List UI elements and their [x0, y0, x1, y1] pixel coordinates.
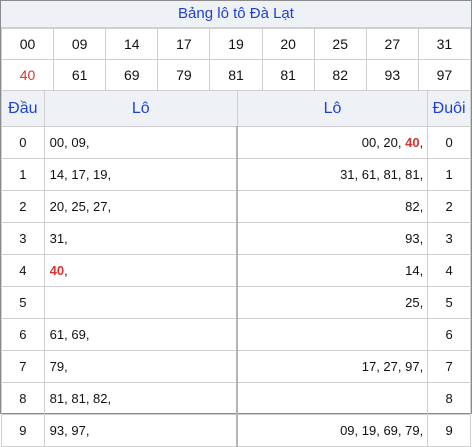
head-tail-table: Đầu Lô Lô Đuôi 0 00, 09, 00, 20, 40, 0 1 14, …	[1, 90, 471, 447]
lo-left-cell: 20, 25, 27,	[43, 190, 239, 223]
dau-cell: 5	[1, 286, 45, 319]
lo-left-cell: 00, 09,	[43, 126, 239, 159]
lo-left-text: 93, 97,	[49, 423, 90, 438]
table-row: 7 79, 17, 27, 97, 7	[1, 350, 471, 383]
lo-left-cell	[43, 286, 239, 319]
lo-left-text: 31,	[49, 231, 68, 246]
duoi-cell: 9	[427, 414, 471, 447]
number-cell: 27	[365, 28, 419, 60]
lo-left-suffix: ,	[64, 263, 68, 278]
numbers-row-1: 00 09 14 17 19 20 25 27 31	[0, 28, 472, 60]
table-row: 3 31, 93, 3	[1, 222, 471, 255]
table-row: 5 25, 5	[1, 286, 471, 319]
lo-left-cell: 81, 81, 82,	[43, 382, 239, 415]
dau-cell: 9	[1, 414, 45, 447]
number-cell: 09	[53, 28, 107, 60]
lo-left-cell: 61, 69,	[43, 318, 239, 351]
dau-cell: 6	[1, 318, 45, 351]
lo-right-hl: 40	[405, 135, 420, 150]
lo-right-cell: 31, 61, 81, 81,	[236, 158, 429, 191]
lo-right-pre: 93,	[405, 231, 424, 246]
header-lo-left: Lô	[43, 90, 238, 127]
lo-right-cell	[236, 382, 429, 415]
lo-left-text: 00, 09,	[49, 135, 90, 150]
lo-left-text: 79,	[49, 359, 68, 374]
lo-right-pre: 09, 19, 69, 79,	[340, 423, 424, 438]
page-title: Bảng lô tô Đà Lạt	[1, 1, 471, 28]
lo-right-cell: 93,	[236, 222, 429, 255]
dau-cell: 7	[1, 350, 45, 383]
lo-right-pre: 31, 61, 81, 81,	[340, 167, 424, 182]
number-cell-highlight: 40	[0, 59, 55, 91]
lo-left-cell: 40,	[43, 254, 239, 287]
number-cell: 31	[417, 28, 472, 60]
number-cell: 82	[313, 59, 367, 91]
lo-right-post: ,	[419, 135, 424, 150]
lo-left-cell: 14, 17, 19,	[43, 158, 239, 191]
lo-right-pre: 17, 27, 97,	[361, 359, 424, 374]
table-row: 1 14, 17, 19, 31, 61, 81, 81, 1	[1, 158, 471, 191]
table-row: 2 20, 25, 27, 82, 2	[1, 190, 471, 223]
duoi-cell: 3	[427, 222, 471, 255]
dau-cell: 0	[1, 126, 45, 159]
number-cell: 97	[417, 59, 472, 91]
number-cell: 17	[157, 28, 211, 60]
duoi-cell: 8	[427, 382, 471, 415]
lo-left-cell: 93, 97,	[43, 414, 239, 447]
table-row: 0 00, 09, 00, 20, 40, 0	[1, 126, 471, 159]
number-cell: 20	[261, 28, 315, 60]
lo-right-cell: 14,	[236, 254, 429, 287]
dau-cell: 4	[1, 254, 45, 287]
number-cell: 00	[0, 28, 55, 60]
numbers-grid: 00 09 14 17 19 20 25 27 31 40 61 69 79 8…	[0, 28, 472, 91]
header-lo-right: Lô	[236, 90, 429, 127]
lo-left-cell: 79,	[43, 350, 239, 383]
lo-left-text: 14, 17, 19,	[49, 167, 112, 182]
lo-right-cell: 09, 19, 69, 79,	[236, 414, 429, 447]
dau-cell: 3	[1, 222, 45, 255]
duoi-cell: 0	[427, 126, 471, 159]
number-cell: 81	[209, 59, 263, 91]
duoi-cell: 2	[427, 190, 471, 223]
dau-cell: 1	[1, 158, 45, 191]
table-row: 4 40, 14, 4	[1, 254, 471, 287]
header-dau: Đầu	[1, 90, 45, 127]
dau-cell: 2	[1, 190, 45, 223]
number-cell: 19	[209, 28, 263, 60]
lo-right-cell: 17, 27, 97,	[236, 350, 429, 383]
table-row: 6 61, 69, 6	[1, 318, 471, 351]
lo-right-cell: 00, 20, 40,	[236, 126, 429, 159]
lo-right-pre: 14,	[405, 263, 424, 278]
lo-left-highlight: 40	[49, 263, 65, 278]
lo-right-pre: 25,	[405, 295, 424, 310]
duoi-cell: 6	[427, 318, 471, 351]
header-duoi: Đuôi	[427, 90, 471, 127]
lo-right-pre: 00, 20,	[361, 135, 406, 150]
number-cell: 93	[365, 59, 419, 91]
numbers-row-2: 40 61 69 79 81 81 82 93 97	[0, 59, 472, 91]
lo-right-cell: 25,	[236, 286, 429, 319]
number-cell: 81	[261, 59, 315, 91]
number-cell: 14	[105, 28, 159, 60]
number-cell: 69	[105, 59, 159, 91]
lo-right-pre: 82,	[405, 199, 424, 214]
lo-left-cell: 31,	[43, 222, 239, 255]
number-cell: 61	[53, 59, 107, 91]
duoi-cell: 7	[427, 350, 471, 383]
lo-left-text: 81, 81, 82,	[49, 391, 112, 406]
table-header: Đầu Lô Lô Đuôi	[1, 90, 471, 127]
number-cell: 79	[157, 59, 211, 91]
lo-left-text: 20, 25, 27,	[49, 199, 112, 214]
duoi-cell: 5	[427, 286, 471, 319]
lo-right-cell	[236, 318, 429, 351]
number-cell: 25	[313, 28, 367, 60]
duoi-cell: 4	[427, 254, 471, 287]
table-row: 8 81, 81, 82, 8	[1, 382, 471, 415]
lo-left-text: 61, 69,	[49, 327, 90, 342]
dau-cell: 8	[1, 382, 45, 415]
duoi-cell: 1	[427, 158, 471, 191]
lo-right-cell: 82,	[236, 190, 429, 223]
table-row: 9 93, 97, 09, 19, 69, 79, 9	[1, 414, 471, 447]
